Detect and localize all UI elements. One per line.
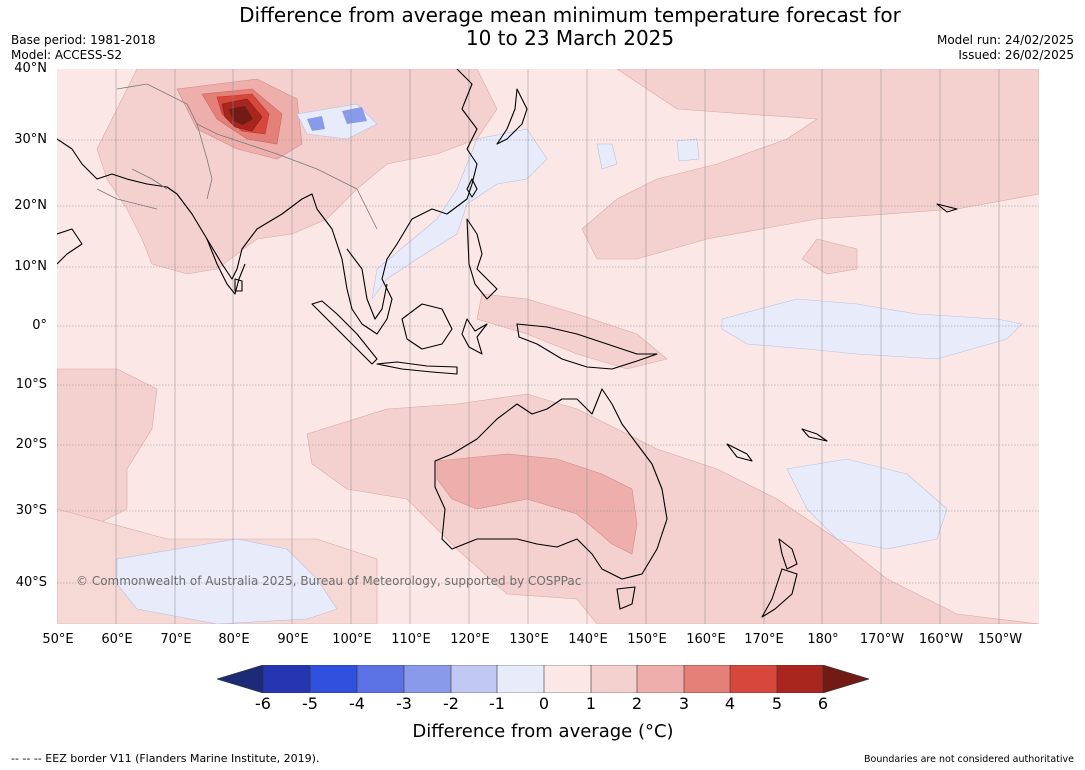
model-name: Model: ACCESS-S2 bbox=[11, 48, 123, 62]
lon-label-50e: 50°E bbox=[42, 632, 74, 647]
title-line-2: 10 to 23 March 2025 bbox=[465, 26, 675, 50]
lon-label-110e: 110°E bbox=[391, 632, 431, 647]
chart-title: Difference from average mean minimum tem… bbox=[200, 4, 940, 50]
lon-label-90e: 90°E bbox=[277, 632, 309, 647]
colorbar-tick-minus1: -1 bbox=[489, 694, 505, 713]
colorbar-tick-3: 3 bbox=[678, 694, 690, 713]
colorbar-tick-1: 1 bbox=[585, 694, 597, 713]
eez-note: -- -- -- EEZ border V11 (Flanders Marine… bbox=[11, 752, 320, 765]
colorbar bbox=[217, 665, 869, 693]
lon-label-140e: 140°E bbox=[568, 632, 608, 647]
meta-right: Model run: 24/02/2025 Issued: 26/02/2025 bbox=[937, 33, 1074, 63]
colorbar-tick-minus4: -4 bbox=[349, 694, 365, 713]
lat-label-30s: 30°S bbox=[15, 503, 47, 518]
colorbar-tick-5: 5 bbox=[771, 694, 783, 713]
lon-label-170e: 170°E bbox=[744, 632, 784, 647]
colorbar-tick-0: 0 bbox=[538, 694, 550, 713]
colorbar-segment-10 bbox=[684, 665, 730, 693]
colorbar-segment-5 bbox=[451, 665, 497, 693]
colorbar-tick-minus5: -5 bbox=[302, 694, 318, 713]
lat-label-10s: 10°S bbox=[15, 377, 47, 392]
lon-label-70e: 70°E bbox=[160, 632, 192, 647]
colorbar-tick-minus6: -6 bbox=[255, 694, 271, 713]
colorbar-tick-2: 2 bbox=[631, 694, 643, 713]
lat-label-10n: 10°N bbox=[14, 259, 47, 274]
colorbar-segment-2 bbox=[310, 665, 357, 693]
lat-label-20s: 20°S bbox=[15, 437, 47, 452]
colorbar-arrow-high bbox=[823, 665, 869, 693]
lat-label-30n: 30°N bbox=[14, 132, 47, 147]
lat-label-40n: 40°N bbox=[14, 61, 47, 76]
lon-label-130e: 130°E bbox=[509, 632, 549, 647]
lon-label-80e: 80°E bbox=[218, 632, 250, 647]
title-line-1: Difference from average mean minimum tem… bbox=[239, 3, 901, 27]
colorbar-tick-6: 6 bbox=[817, 694, 829, 713]
colorbar-segment-9 bbox=[637, 665, 684, 693]
colorbar-segment-11 bbox=[730, 665, 777, 693]
colorbar-segment-3 bbox=[357, 665, 404, 693]
meta-left: Base period: 1981-2018 Model: ACCESS-S2 bbox=[11, 33, 156, 63]
colorbar-segment-6 bbox=[497, 665, 544, 693]
lon-label-100e: 100°E bbox=[332, 632, 372, 647]
colorbar-segment-4 bbox=[404, 665, 451, 693]
base-period: Base period: 1981-2018 bbox=[11, 33, 156, 47]
lon-label-150e: 150°E bbox=[627, 632, 667, 647]
colorbar-segment-12 bbox=[777, 665, 823, 693]
lon-label-170w: 170°W bbox=[859, 632, 905, 647]
colorbar-tick-minus2: -2 bbox=[443, 694, 459, 713]
colorbar-segment-7 bbox=[544, 665, 591, 693]
map-canvas bbox=[57, 69, 1039, 624]
model-run: Model run: 24/02/2025 bbox=[936, 33, 1074, 47]
lon-label-180: 180° bbox=[807, 632, 839, 647]
colorbar-arrow-low bbox=[217, 665, 263, 693]
lon-label-160w: 160°W bbox=[918, 632, 964, 647]
issued-date: Issued: 26/02/2025 bbox=[958, 48, 1074, 62]
copyright-text: © Commonwealth of Australia 2025, Bureau… bbox=[76, 574, 582, 588]
colorbar-tick-4: 4 bbox=[724, 694, 736, 713]
lat-label-40s: 40°S bbox=[15, 575, 47, 590]
lat-label-0: 0° bbox=[32, 318, 47, 333]
lat-label-20n: 20°N bbox=[14, 198, 47, 213]
colorbar-label: Difference from average (°C) bbox=[412, 721, 674, 742]
lon-label-60e: 60°E bbox=[101, 632, 133, 647]
lon-label-120e: 120°E bbox=[450, 632, 490, 647]
colorbar-segment-1 bbox=[263, 665, 310, 693]
boundaries-note: Boundaries are not considered authoritat… bbox=[864, 754, 1074, 765]
colorbar-segment-8 bbox=[591, 665, 637, 693]
lon-label-160e: 160°E bbox=[686, 632, 726, 647]
lon-label-150w: 150°W bbox=[977, 632, 1023, 647]
colorbar-tick-minus3: -3 bbox=[396, 694, 412, 713]
forecast-map: © Commonwealth of Australia 2025, Bureau… bbox=[57, 69, 1039, 624]
